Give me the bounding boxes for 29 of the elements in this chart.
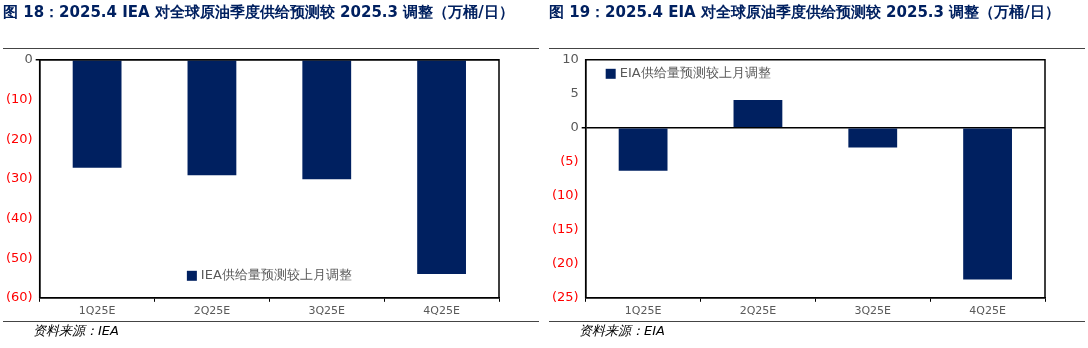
y-tick-label: (50) <box>6 249 33 265</box>
legend-label: EIA供给量预测较上月调整 <box>619 65 771 81</box>
y-tick-label: 0 <box>570 119 579 135</box>
x-tick-label: 2Q25E <box>739 304 777 318</box>
y-tick-label: (20) <box>552 255 579 271</box>
x-tick-label: 1Q25E <box>78 304 116 318</box>
x-tick-label: 1Q25E <box>624 304 662 318</box>
legend-label: IEA供给量预测较上月调整 <box>200 267 352 283</box>
y-tick-label: 10 <box>562 51 579 67</box>
y-tick-label: (60) <box>6 289 33 305</box>
chart-title: 图 19：2025.4 EIA 对全球原油季度供给预测较 2025.3 调整（万桶/日） <box>549 2 1085 49</box>
y-tick-label: (30) <box>6 170 33 186</box>
y-tick-label: (5) <box>560 153 579 169</box>
x-tick-label: 4Q25E <box>423 304 460 318</box>
x-tick-label: 3Q25E <box>308 304 346 318</box>
y-tick-label: 0 <box>24 51 33 67</box>
y-tick-label: (10) <box>552 187 579 203</box>
chart-title: 图 18：2025.4 IEA 对全球原油季度供给预测较 2025.3 调整（万桶/日） <box>3 2 539 49</box>
text: 资料来源：EIA <box>549 321 1085 340</box>
x-tick-label: 3Q25E <box>854 304 892 318</box>
y-tick-label: (10) <box>6 90 33 106</box>
y-tick-label: (40) <box>6 209 33 225</box>
x-tick-label: 2Q25E <box>193 304 231 318</box>
text: 资料来源：IEA <box>3 321 539 340</box>
y-tick-label: (20) <box>6 130 33 146</box>
y-tick-label: 5 <box>570 85 579 101</box>
x-tick-label: 4Q25E <box>969 304 1006 318</box>
y-tick-label: (15) <box>552 221 579 237</box>
y-tick-label: (25) <box>552 289 579 305</box>
